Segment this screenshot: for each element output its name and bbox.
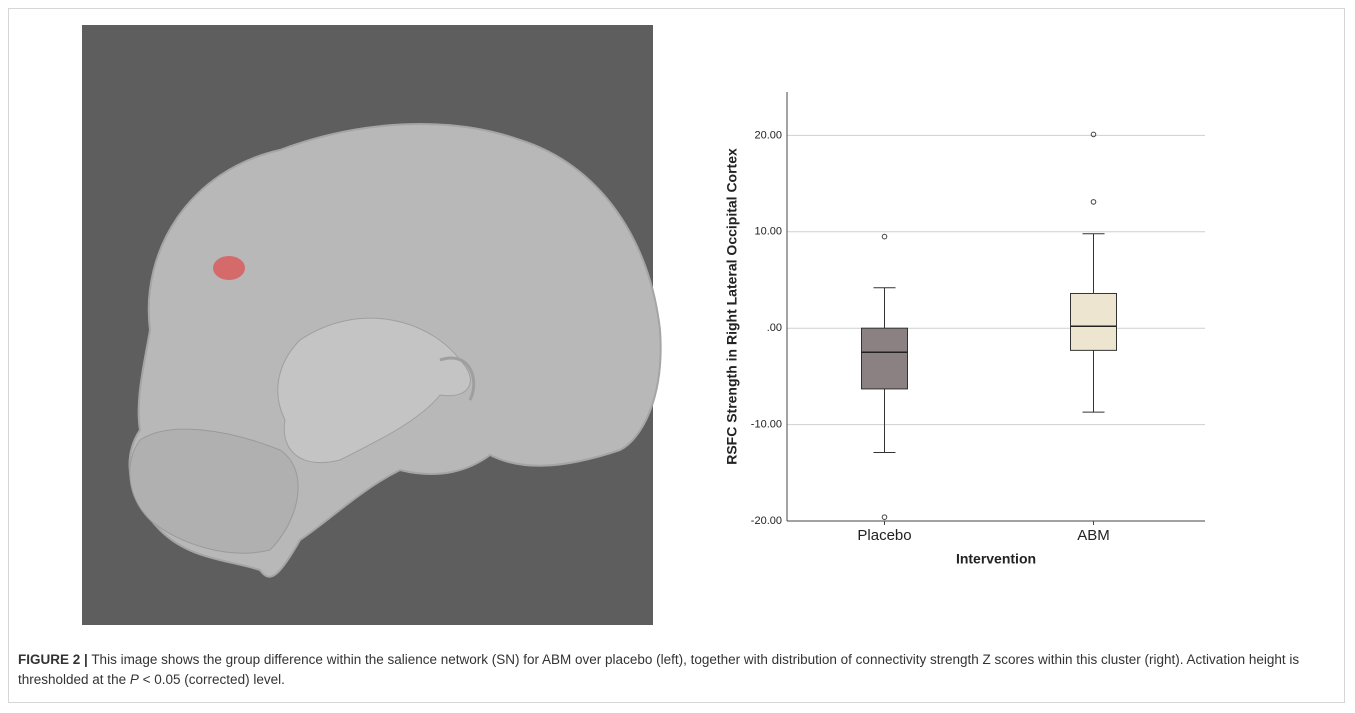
activation-cluster — [213, 256, 245, 280]
caption-text: This image shows the group difference wi… — [18, 652, 1300, 687]
outlier — [881, 514, 888, 520]
y-tick-label: 20.00 — [754, 129, 782, 141]
caption-label: FIGURE 2 | — [18, 652, 88, 667]
x-axis-label: Intervention — [956, 551, 1036, 567]
box — [861, 327, 908, 390]
outlier — [1090, 131, 1097, 138]
x-tick-label: ABM — [1077, 527, 1110, 544]
caption-text: < 0.05 (corrected) level. — [142, 672, 285, 687]
figure: 20.00 10.00 .00 -10.00 -20.00 RSFC Strength i… — [82, 25, 1205, 625]
y-tick-label: -20.00 — [751, 515, 782, 527]
y-tick-label: .00 — [767, 322, 782, 334]
y-tick-label: -10.00 — [751, 419, 782, 431]
x-tick-label: Placebo — [857, 527, 911, 544]
y-axis-label: RSFC Strength in Right Lateral Occipital… — [724, 148, 740, 465]
outlier — [881, 233, 888, 240]
figure-frame — [8, 8, 1345, 703]
brain-render — [128, 122, 662, 578]
caption: FIGURE 2 | This image shows the group di… — [18, 650, 1338, 690]
outlier — [1090, 199, 1097, 205]
caption-p: P — [129, 672, 139, 687]
box — [1070, 292, 1117, 351]
y-tick-label: 10.00 — [754, 226, 782, 238]
